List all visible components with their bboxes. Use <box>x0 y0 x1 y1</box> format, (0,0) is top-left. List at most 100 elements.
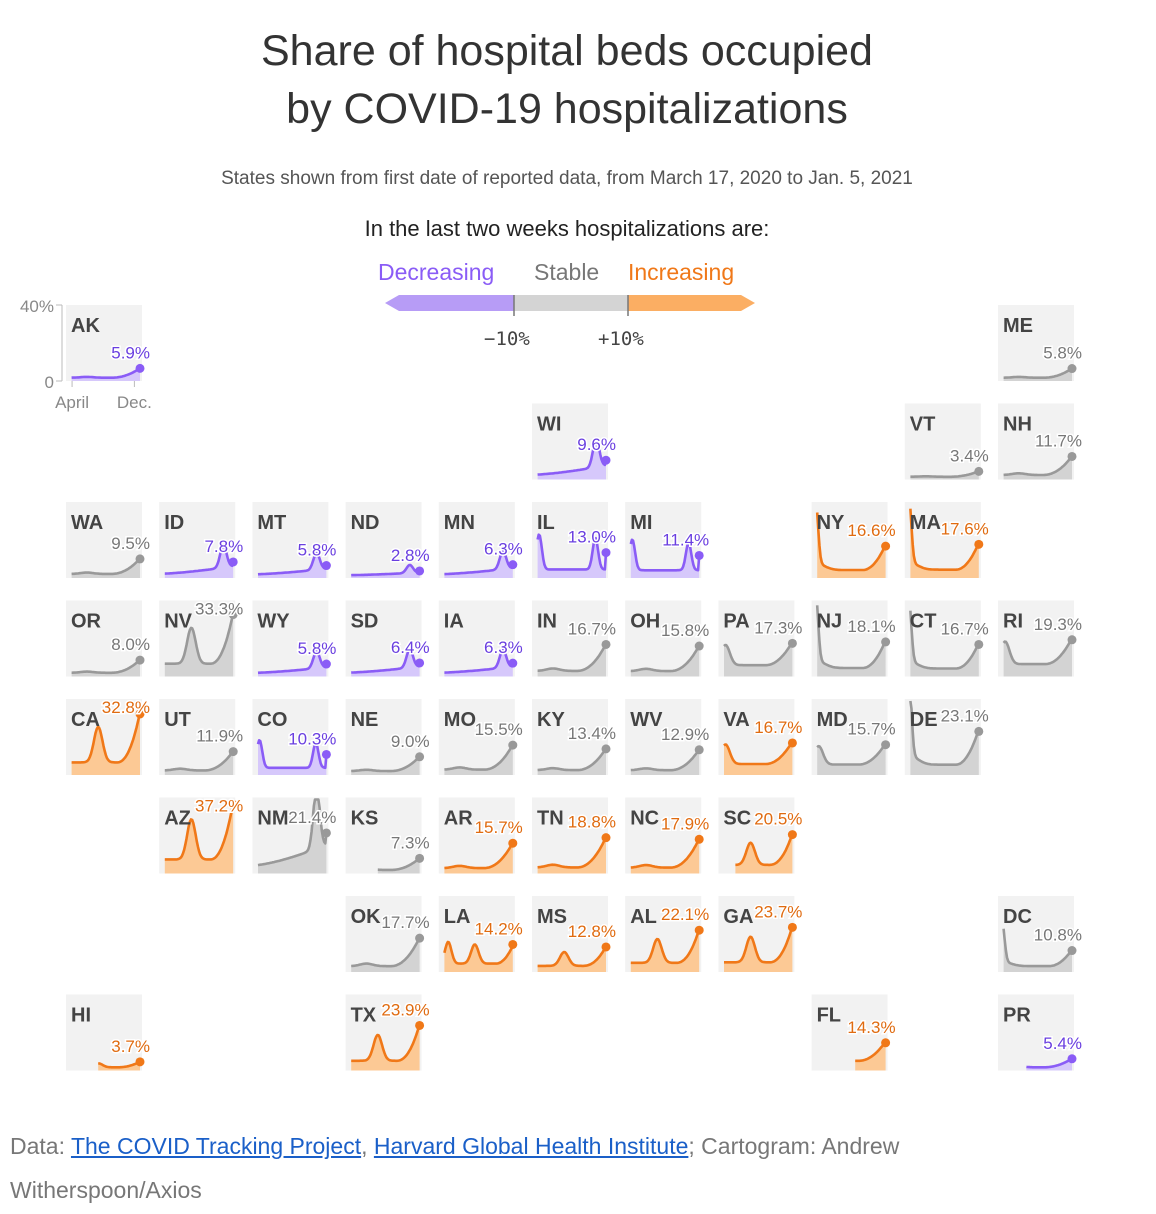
legend-tick-neg: −10% <box>484 328 530 350</box>
series-line <box>257 650 328 675</box>
series-end-point <box>1067 946 1077 956</box>
series-end-point <box>787 738 797 748</box>
series-line <box>444 648 515 674</box>
state-abbrev: SD <box>351 611 379 633</box>
series-line <box>97 1060 141 1069</box>
state-abbrev: MS <box>537 906 567 928</box>
value-label: 17.6% <box>941 519 989 538</box>
state-abbrev: PR <box>1003 1005 1031 1027</box>
value-label: 9.6% <box>577 435 616 454</box>
series-line <box>444 550 515 576</box>
state-tile-oh: OH 15.8% <box>625 600 711 677</box>
value-label: 23.7% <box>754 902 802 921</box>
value-label: 17.3% <box>754 618 802 637</box>
source-link-harvard[interactable]: Harvard Global Health Institute <box>373 1133 689 1159</box>
state-tile-nj: NJ 18.1% <box>811 600 897 677</box>
series-line <box>1003 367 1073 379</box>
series-end-point <box>415 853 425 863</box>
series-end-point <box>508 658 518 668</box>
state-abbrev: KS <box>351 808 379 830</box>
series-area <box>1003 928 1072 972</box>
series-end-point <box>228 747 238 757</box>
series-line <box>537 643 608 673</box>
value-label: 7.3% <box>391 833 430 852</box>
series-line <box>377 857 421 872</box>
state-abbrev: IN <box>537 611 557 633</box>
series-line <box>71 367 141 379</box>
state-abbrev: FL <box>817 1005 841 1027</box>
series-area <box>258 553 327 578</box>
series-line <box>351 755 421 773</box>
series-line <box>1002 638 1073 666</box>
series-area <box>817 512 886 578</box>
series-line <box>723 741 793 766</box>
series-line <box>444 744 514 771</box>
series-end-point <box>881 740 891 750</box>
state-tile-or: OR 8.0% <box>66 600 152 677</box>
value-label: 19.3% <box>1034 615 1082 634</box>
state-abbrev: MD <box>817 709 848 731</box>
state-abbrev: LA <box>444 906 471 928</box>
series-area <box>630 839 700 874</box>
state-abbrev: CA <box>71 709 100 731</box>
series-area <box>377 858 420 874</box>
state-abbrev: MA <box>910 512 941 534</box>
footer-separator: , <box>361 1133 374 1159</box>
state-abbrev: NE <box>351 709 379 731</box>
state-abbrev: TN <box>537 808 564 830</box>
tile-background <box>998 896 1074 972</box>
value-label: 18.1% <box>847 617 895 636</box>
series-line <box>537 946 608 968</box>
value-label: 21.4% <box>288 808 336 827</box>
legend-bar-increasing <box>628 295 755 311</box>
series-line <box>164 804 235 861</box>
state-tile-mi: MI 11.4% <box>625 502 711 578</box>
state-abbrev: MT <box>257 512 286 534</box>
state-abbrev: WI <box>537 414 561 436</box>
state-tile-ia: IA 6.3% <box>438 600 524 677</box>
value-label: 22.1% <box>661 905 709 924</box>
series-end-point <box>135 363 145 373</box>
state-abbrev: MI <box>630 512 652 534</box>
legend-bar-decreasing <box>385 295 514 311</box>
value-label: 2.8% <box>391 546 430 565</box>
state-tile-in: IN 16.7% <box>532 600 618 677</box>
series-area <box>855 1042 886 1071</box>
series-line <box>351 1024 421 1063</box>
series-line <box>1003 455 1073 477</box>
value-label: 9.5% <box>111 534 150 553</box>
legend-decreasing-label: Decreasing <box>378 259 495 285</box>
series-line <box>909 610 980 670</box>
title-line-2: by COVID-19 hospitalizations <box>286 85 848 133</box>
state-abbrev: ID <box>164 512 184 534</box>
state-abbrev: AK <box>71 315 100 337</box>
value-label: 9.0% <box>391 732 430 751</box>
state-abbrev: OH <box>630 611 660 633</box>
series-end-point <box>1067 451 1077 461</box>
series-area <box>351 938 420 972</box>
series-area <box>444 551 513 578</box>
value-label: 23.1% <box>941 706 989 725</box>
y-tick-label-max: 40% <box>20 297 54 316</box>
state-tile-wa: WA 9.5% <box>66 502 152 578</box>
chart-subtitle: States shown from first date of reported… <box>221 168 913 189</box>
value-label: 15.7% <box>847 720 895 739</box>
series-line <box>351 937 421 968</box>
series-end-point <box>601 942 611 952</box>
state-abbrev: NY <box>817 512 845 534</box>
series-area <box>910 701 979 775</box>
state-abbrev: RI <box>1003 611 1023 633</box>
state-tile-ri: RI 19.3% <box>998 600 1084 677</box>
source-link-covid-tracking[interactable]: The COVID Tracking Project <box>70 1133 362 1159</box>
state-abbrev: NV <box>164 611 192 633</box>
series-end-point <box>135 709 145 719</box>
series-line <box>723 926 794 964</box>
series-line <box>815 512 887 572</box>
